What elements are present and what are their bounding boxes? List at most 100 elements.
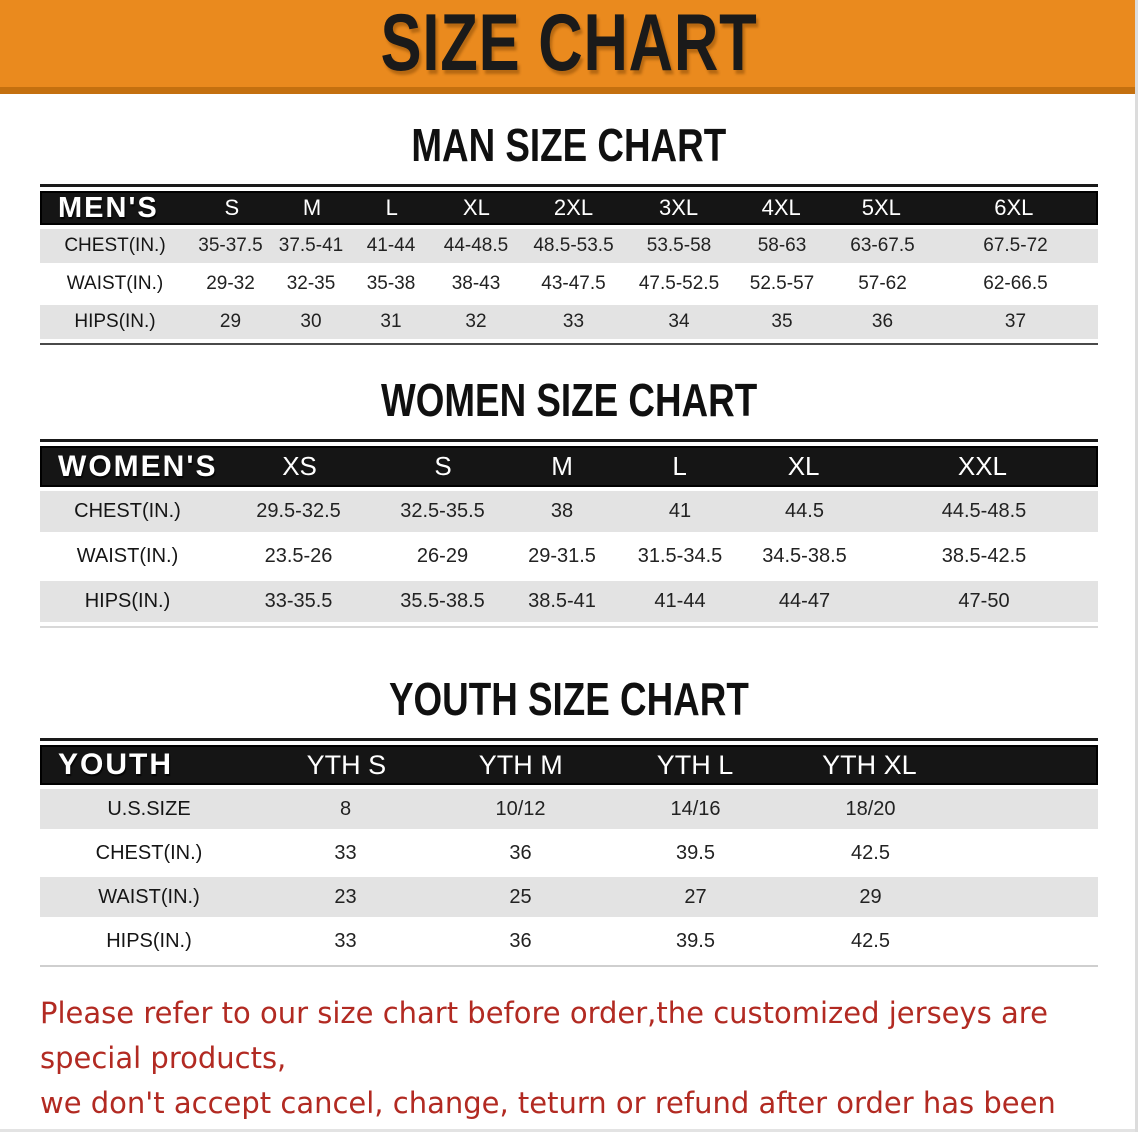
men-size-header: 5XL — [861, 195, 901, 220]
spacer — [958, 877, 1098, 917]
size-cell: 29-31.5 — [528, 545, 596, 567]
size-cell: 18/20 — [845, 797, 896, 820]
row-label: WAIST(IN.) — [76, 545, 179, 567]
youth-size-header: YTH M — [478, 749, 563, 780]
row-label: HIPS(IN.) — [74, 311, 156, 332]
size-cell: 43-47.5 — [541, 273, 606, 294]
women-size-header: XS — [282, 451, 317, 481]
row-label: U.S.SIZE — [107, 797, 191, 820]
size-cell: 67.5-72 — [983, 235, 1048, 256]
size-cell: 25 — [509, 885, 532, 908]
size-cell: 33 — [334, 841, 357, 864]
men-size-header: 2XL — [553, 195, 594, 220]
men-hips-row: HIPS(IN.) 29 30 31 32 33 34 35 36 37 — [40, 305, 1098, 339]
men-size-table: MEN'S S M L XL 2XL 3XL 4XL 5XL 6XL CHEST… — [40, 184, 1098, 345]
size-cell: 37 — [1004, 311, 1027, 332]
size-cell: 32 — [465, 311, 487, 332]
size-cell: 31 — [380, 311, 402, 332]
size-cell: 27 — [684, 885, 707, 908]
size-cell: 23.5-26 — [264, 545, 333, 567]
youth-size-table: YOUTH YTH S YTH M YTH L YTH XL U.S.SIZE … — [40, 738, 1098, 967]
size-cell: 37.5-41 — [278, 235, 344, 256]
size-cell: 29 — [859, 885, 882, 908]
size-cell: 44-47 — [778, 590, 831, 612]
size-cell: 42.5 — [851, 929, 890, 952]
size-cell: 38.5-42.5 — [941, 545, 1027, 567]
size-cell: 29.5-32.5 — [256, 500, 341, 522]
size-cell: 42.5 — [851, 841, 890, 864]
size-cell: 38.5-41 — [528, 590, 596, 612]
men-table-header-row: MEN'S S M L XL 2XL 3XL 4XL 5XL 6XL — [40, 191, 1098, 225]
disclaimer-line-2: we don't accept cancel, change, teturn o… — [40, 1086, 1056, 1132]
men-size-header: M — [302, 195, 322, 220]
men-group-label: MEN'S — [58, 193, 159, 223]
row-label: CHEST(IN.) — [64, 235, 166, 256]
youth-chest-row: CHEST(IN.) 33 36 39.5 42.5 — [40, 833, 1098, 873]
youth-chart-title: YOUTH SIZE CHART — [389, 673, 749, 725]
size-cell: 26-29 — [416, 545, 469, 567]
size-cell: 10/12 — [495, 797, 546, 820]
size-cell: 41-44 — [366, 235, 416, 256]
size-cell: 57-62 — [858, 273, 907, 294]
size-cell: 38 — [550, 500, 574, 522]
size-cell: 48.5-53.5 — [533, 235, 614, 256]
men-size-header: 3XL — [659, 195, 699, 220]
size-cell: 32-35 — [286, 273, 336, 294]
man-section-header: MAN SIZE CHART — [0, 120, 1138, 170]
size-cell: 33-35.5 — [264, 590, 333, 612]
row-label: CHEST(IN.) — [95, 841, 203, 864]
youth-size-header: YTH L — [656, 749, 734, 780]
row-label: WAIST(IN.) — [98, 885, 200, 908]
women-chest-row: CHEST(IN.) 29.5-32.5 32.5-35.5 38 41 44.… — [40, 491, 1098, 532]
row-label: HIPS(IN.) — [106, 929, 192, 952]
row-label: WAIST(IN.) — [66, 273, 164, 294]
size-cell: 14/16 — [670, 797, 721, 820]
youth-size-header: YTH XL — [822, 749, 917, 780]
women-group-label: WOMEN'S — [58, 449, 217, 483]
order-disclaimer: Please refer to our size chart before or… — [40, 991, 1098, 1132]
size-cell: 8 — [339, 797, 352, 820]
title-banner: SIZE CHART — [0, 0, 1138, 94]
size-cell: 33 — [562, 311, 585, 332]
men-size-header: 6XL — [994, 195, 1034, 220]
disclaimer-line-1: Please refer to our size chart before or… — [40, 996, 1048, 1075]
spacer — [957, 747, 1096, 783]
size-cell: 39.5 — [676, 841, 715, 864]
size-cell: 47.5-52.5 — [638, 273, 720, 294]
men-size-header: S — [224, 195, 240, 220]
size-cell: 33 — [334, 929, 357, 952]
size-cell: 35-37.5 — [198, 235, 263, 256]
youth-size-header: YTH S — [306, 749, 387, 780]
women-waist-row: WAIST(IN.) 23.5-26 26-29 29-31.5 31.5-34… — [40, 536, 1098, 577]
size-cell: 35.5-38.5 — [400, 590, 485, 612]
size-cell: 41 — [668, 500, 692, 522]
size-cell: 29-32 — [206, 273, 255, 294]
women-size-header: M — [551, 451, 573, 481]
women-size-table: WOMEN'S XS S M L XL XXL CHEST(IN.) 29.5-… — [40, 439, 1098, 628]
size-cell: 47-50 — [958, 590, 1010, 612]
youth-waist-row: WAIST(IN.) 23 25 27 29 — [40, 877, 1098, 917]
women-size-header: XL — [787, 451, 820, 481]
size-cell: 30 — [300, 311, 322, 332]
size-cell: 34.5-38.5 — [762, 545, 847, 567]
youth-section-header: YOUTH SIZE CHART — [0, 674, 1138, 724]
men-size-header: L — [385, 195, 398, 220]
men-waist-row: WAIST(IN.) 29-32 32-35 35-38 38-43 43-47… — [40, 267, 1098, 301]
youth-hips-row: HIPS(IN.) 33 36 39.5 42.5 — [40, 921, 1098, 961]
size-cell: 52.5-57 — [749, 273, 815, 294]
spacer — [958, 789, 1098, 829]
size-cell: 58-63 — [757, 235, 807, 256]
size-cell: 35 — [771, 311, 793, 332]
size-cell: 44.5 — [785, 500, 824, 522]
size-cell: 36 — [509, 841, 532, 864]
women-hips-row: HIPS(IN.) 33-35.5 35.5-38.5 38.5-41 41-4… — [40, 581, 1098, 622]
women-size-header: S — [434, 451, 452, 481]
size-cell: 32.5-35.5 — [400, 500, 485, 522]
size-cell: 38-43 — [451, 273, 501, 294]
size-cell: 63-67.5 — [850, 235, 915, 256]
size-cell: 44.5-48.5 — [941, 500, 1027, 522]
size-cell: 34 — [668, 311, 690, 332]
page-title: SIZE CHART — [380, 0, 758, 88]
size-cell: 62-66.5 — [983, 273, 1048, 294]
